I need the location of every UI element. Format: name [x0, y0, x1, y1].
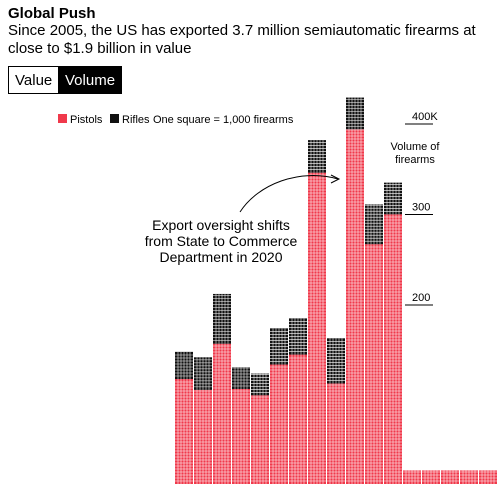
bar-pistols [327, 383, 345, 484]
annotation-arrow-head [330, 174, 341, 184]
value-toggle-button[interactable]: Value [8, 66, 60, 94]
bar-pistols [194, 389, 212, 484]
bar-pistols [270, 364, 288, 484]
bar-rifles [384, 182, 402, 215]
bar-pistols [441, 470, 459, 484]
bar-pistols [460, 470, 478, 484]
bar-rifles [213, 293, 231, 344]
bar-pistols [384, 214, 402, 484]
bars-group [175, 97, 497, 485]
bar-pistols [232, 388, 250, 484]
bar-pistols [346, 129, 364, 485]
legend-note: One square = 1,000 firearms [153, 114, 294, 126]
bar-rifles [308, 140, 326, 173]
bar-pistols [251, 395, 269, 484]
legend-swatch-pistols [58, 114, 67, 123]
bar-pistols [175, 379, 193, 484]
bar-pistols [213, 343, 231, 484]
y-axis-title-line-1: Volume of [391, 141, 441, 153]
bar-rifles [232, 367, 250, 389]
bar-rifles [175, 351, 193, 380]
annotation-text-line: from State to Commerce [145, 233, 298, 249]
bar-rifles [365, 204, 383, 245]
volume-toggle-button[interactable]: Volume [58, 66, 123, 94]
bar-rifles [251, 373, 269, 396]
annotation-arrow-line [239, 175, 339, 213]
bar-pistols [365, 244, 383, 484]
bar-pistols [403, 470, 421, 484]
y-tick-label: 400K [412, 111, 438, 123]
legend-label-pistols: Pistols [70, 114, 103, 126]
bar-rifles [289, 318, 307, 355]
y-tick-label: 200 [412, 292, 430, 304]
bar-pistols [422, 470, 440, 484]
legend: Pistols Rifles One square = 1,000 firear… [58, 114, 294, 126]
bar-pistols [289, 354, 307, 484]
bar-pistols [308, 172, 326, 484]
annotation-text-line: Export oversight shifts [152, 217, 290, 233]
bar-pistols [479, 470, 497, 484]
chart-subtitle: Since 2005, the US has exported 3.7 mill… [8, 22, 476, 57]
chart-title: Global Push [8, 5, 96, 22]
y-tick-label: 300 [412, 202, 430, 214]
legend-swatch-rifles [110, 114, 119, 123]
bar-rifles [327, 338, 345, 384]
bar-rifles [270, 328, 288, 365]
bar-rifles [346, 97, 364, 130]
annotation-text-line: Department in 2020 [160, 249, 283, 265]
y-axis: Volume of firearms 200 300 400K [391, 111, 441, 306]
y-axis-title-line-2: firearms [395, 154, 435, 166]
legend-label-rifles: Rifles [122, 114, 150, 126]
bar-rifles [194, 357, 212, 390]
